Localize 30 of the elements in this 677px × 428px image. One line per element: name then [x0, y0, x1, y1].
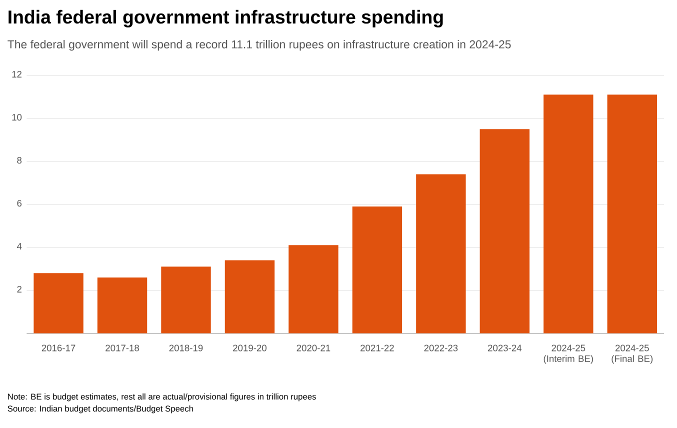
x-tick-label: 2020-21 [296, 344, 330, 352]
bar [161, 266, 211, 334]
y-tick-label: 12 [12, 70, 22, 78]
x-tick-label: 2021-22 [360, 344, 394, 352]
x-tick-label: 2019-20 [233, 344, 266, 352]
chart-title: India federal government infrastructure spending [8, 10, 443, 28]
text: Note: BE is budget estimates, rest all are actual/provisional figures in trillion rupees [8, 393, 316, 402]
x-tick-label: 2024-25 (Interim BE) [544, 344, 593, 364]
bar [288, 245, 338, 334]
bar [34, 273, 84, 334]
chart-subtitle: The federal government will spend a record 11.1 trillion rupees on infrastructure creation in 2024-25 [8, 40, 511, 51]
y-tick-label: 2 [17, 286, 22, 292]
y-tick-label: 6 [17, 200, 22, 207]
y-tick-label: 10 [12, 114, 22, 121]
x-tick-label: 2024-25 (Final BE) [612, 344, 653, 364]
bar [480, 129, 530, 334]
bar [97, 277, 148, 334]
y-tick-label: 4 [16, 243, 22, 250]
bar [416, 174, 466, 334]
bar [224, 260, 275, 334]
x-tick-label: 2017-18 [106, 344, 139, 352]
x-tick-label: 2018-19 [169, 344, 203, 352]
x-tick-label: 2022-23 [424, 344, 458, 352]
source-note: Source: Indian budget documents/Budget Speech [8, 405, 193, 414]
y-tick-label: 8 [17, 156, 22, 164]
bar [607, 94, 657, 334]
bar [544, 94, 594, 334]
x-tick-label: 2023-24 [488, 344, 522, 352]
bar [352, 206, 402, 334]
x-tick-label: 2016-17 [42, 344, 76, 352]
